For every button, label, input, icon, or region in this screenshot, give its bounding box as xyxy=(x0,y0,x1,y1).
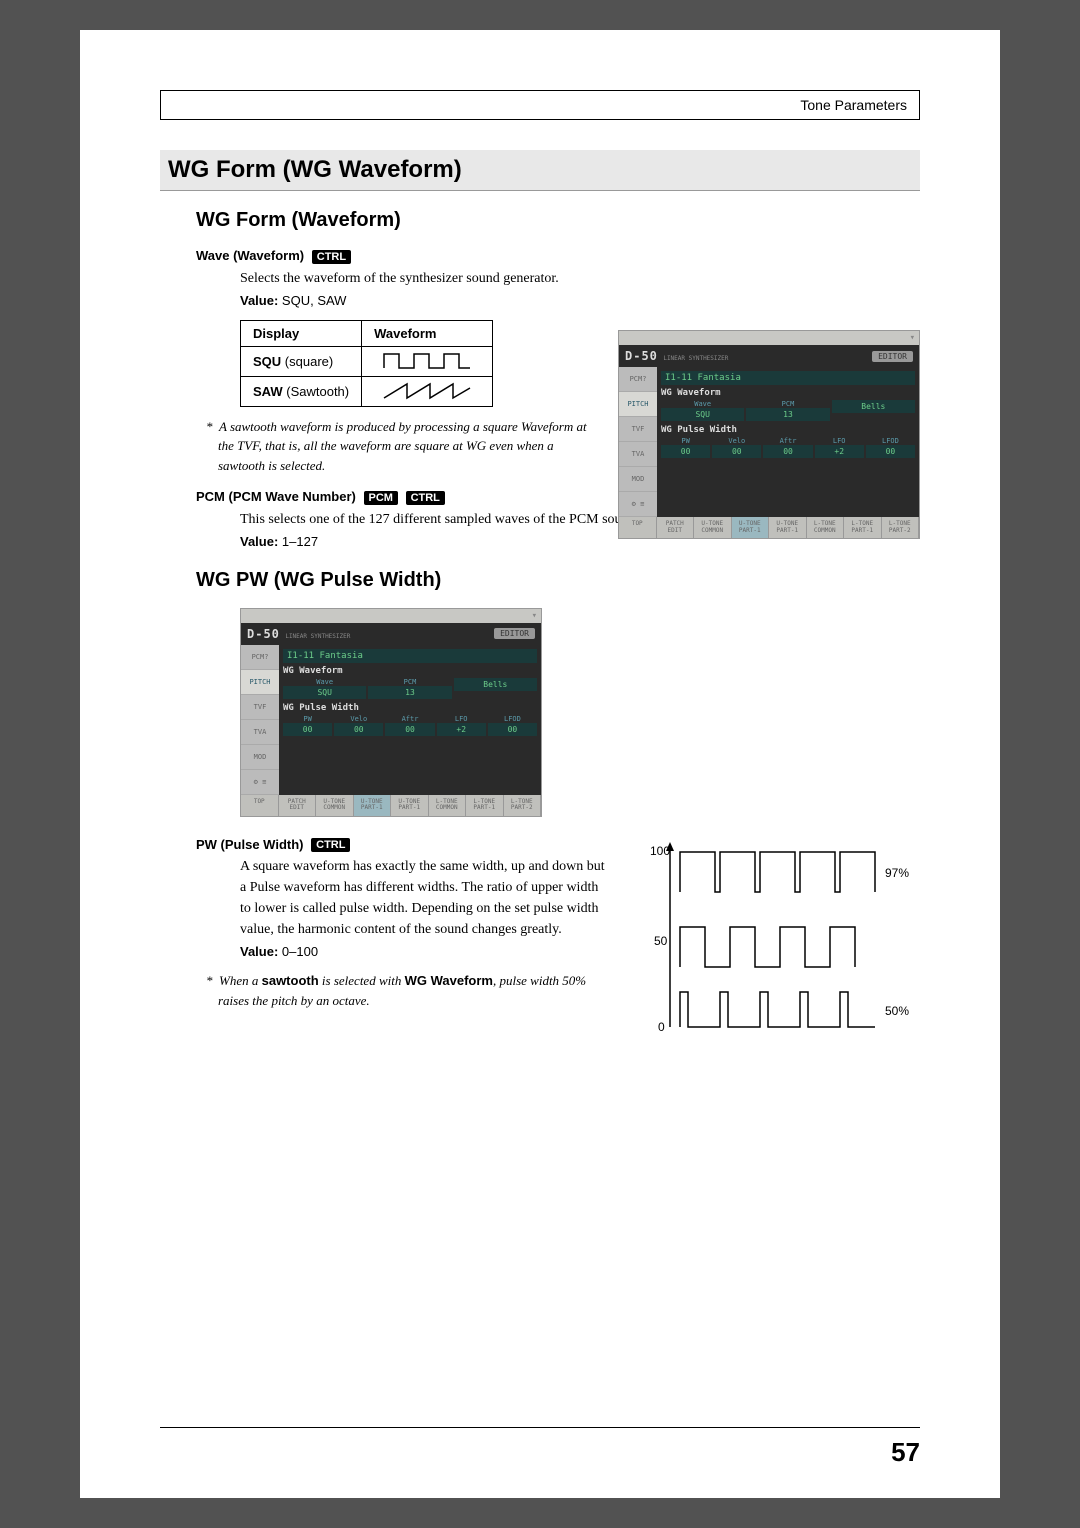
side-tab[interactable]: MOD xyxy=(619,467,657,492)
synth-header: D-50 LINEAR SYNTHESIZER EDITOR xyxy=(241,623,541,645)
pw-desc: A square waveform has exactly the same w… xyxy=(240,856,610,940)
d50-logo: D-50 xyxy=(625,349,658,363)
caret-icon: ▾ xyxy=(910,333,915,343)
synth-content: I1-11 Fantasia WG Waveform WaveSQU PCM13… xyxy=(279,645,541,795)
square-wave-icon xyxy=(362,346,493,376)
synth-screenshot-2: ▾ D-50 LINEAR SYNTHESIZER EDITOR PCM? PI… xyxy=(240,608,542,817)
side-tab[interactable]: TVF xyxy=(619,417,657,442)
subsection-wg-pw: WG PW (WG Pulse Width) xyxy=(196,569,920,592)
btab[interactable]: L-TONE PART-1 xyxy=(466,795,504,816)
col-waveform: Waveform xyxy=(362,320,493,346)
synth-side-tabs: PCM? PITCH TVF TVA MOD ⚙ ≡ xyxy=(619,367,657,517)
bottom-tabs: TOP PATCH EDIT U-TONE COMMON U-TONE PART… xyxy=(619,517,919,538)
bottom-tabs: TOP PATCH EDIT U-TONE COMMON U-TONE PART… xyxy=(241,795,541,816)
side-tab[interactable]: TVA xyxy=(619,442,657,467)
editor-button[interactable]: EDITOR xyxy=(494,628,535,639)
synth-header: D-50 LINEAR SYNTHESIZER EDITOR xyxy=(619,345,919,367)
side-tab[interactable]: MOD xyxy=(241,745,279,770)
label-50: 50% xyxy=(885,1004,909,1018)
col-display: Display xyxy=(241,320,362,346)
pulse-width-diagram: 100 50 0 97% 50% xyxy=(640,837,920,1042)
patch-name: I1-11 Fantasia xyxy=(661,371,915,385)
pw-param-label: PW (Pulse Width) CTRL xyxy=(196,837,610,853)
btab[interactable]: L-TONE PART-1 xyxy=(844,517,882,538)
y-label-100: 100 xyxy=(650,844,670,858)
side-tab[interactable]: PITCH xyxy=(241,670,279,695)
ctrl-badge: CTRL xyxy=(406,491,445,505)
ctrl-badge: CTRL xyxy=(311,838,350,852)
btab[interactable]: PATCH EDIT xyxy=(279,795,317,816)
page-number: 57 xyxy=(891,1437,920,1468)
btab[interactable]: TOP xyxy=(619,517,657,538)
btab[interactable]: TOP xyxy=(241,795,279,816)
synth-content: I1-11 Fantasia WG Waveform WaveSQU PCM13… xyxy=(657,367,919,517)
y-label-0: 0 xyxy=(658,1020,665,1034)
side-tab-gear[interactable]: ⚙ ≡ xyxy=(619,492,657,517)
btab[interactable]: U-TONE COMMON xyxy=(694,517,732,538)
btab[interactable]: L-TONE PART-2 xyxy=(504,795,542,816)
btab[interactable]: PATCH EDIT xyxy=(657,517,695,538)
pw-header: WG Pulse Width xyxy=(283,703,537,713)
btab[interactable]: U-TONE PART-1 xyxy=(732,517,770,538)
y-label-50: 50 xyxy=(654,934,668,948)
page-rule xyxy=(160,1427,920,1428)
caret-icon: ▾ xyxy=(532,611,537,621)
btab[interactable]: L-TONE COMMON xyxy=(429,795,467,816)
wave-desc: Selects the waveform of the synthesizer … xyxy=(240,268,920,289)
btab[interactable]: U-TONE PART-1 xyxy=(391,795,429,816)
wave-value: Value: SQU, SAW xyxy=(240,293,920,308)
side-tab-gear[interactable]: ⚙ ≡ xyxy=(241,770,279,795)
pw-value: Value: 0–100 xyxy=(240,944,610,959)
table-row: SAW (Sawtooth) xyxy=(241,376,362,406)
wf-header: WG Waveform xyxy=(661,388,915,398)
subsection-wg-form: WG Form (Waveform) xyxy=(196,209,920,232)
btab[interactable]: L-TONE COMMON xyxy=(807,517,845,538)
header-title: Tone Parameters xyxy=(800,97,907,113)
wf-header: WG Waveform xyxy=(283,666,537,676)
synth-screenshot-1: ▾ D-50 LINEAR SYNTHESIZER EDITOR PCM? PI… xyxy=(618,330,920,539)
btab[interactable]: U-TONE PART-1 xyxy=(354,795,392,816)
label-97: 97% xyxy=(885,866,909,880)
pw-note: * When a sawtooth is selected with WG Wa… xyxy=(218,971,610,1010)
wave-param-label: Wave (Waveform) CTRL xyxy=(196,248,920,264)
section-title: WG Form (WG Waveform) xyxy=(160,150,920,191)
btab[interactable]: L-TONE PART-2 xyxy=(882,517,920,538)
side-tab[interactable]: PITCH xyxy=(619,392,657,417)
side-tab[interactable]: PCM? xyxy=(619,367,657,392)
logo-subtitle: LINEAR SYNTHESIZER xyxy=(285,633,350,640)
pcm-badge: PCM xyxy=(364,491,398,505)
waveform-table: Display Waveform SQU (square) SAW (Sawto… xyxy=(240,320,493,407)
sawtooth-wave-icon xyxy=(362,376,493,406)
side-tab[interactable]: TVA xyxy=(241,720,279,745)
btab[interactable]: U-TONE PART-1 xyxy=(769,517,807,538)
page-header-box: Tone Parameters xyxy=(160,90,920,120)
synth-side-tabs: PCM? PITCH TVF TVA MOD ⚙ ≡ xyxy=(241,645,279,795)
btab[interactable]: U-TONE COMMON xyxy=(316,795,354,816)
ctrl-badge: CTRL xyxy=(312,250,351,264)
page: Tone Parameters WG Form (WG Waveform) WG… xyxy=(80,30,1000,1498)
table-row: SQU (square) xyxy=(241,346,362,376)
editor-button[interactable]: EDITOR xyxy=(872,351,913,362)
logo-subtitle: LINEAR SYNTHESIZER xyxy=(663,355,728,362)
side-tab[interactable]: TVF xyxy=(241,695,279,720)
side-tab[interactable]: PCM? xyxy=(241,645,279,670)
d50-logo: D-50 xyxy=(247,627,280,641)
pw-header: WG Pulse Width xyxy=(661,425,915,435)
patch-name: I1-11 Fantasia xyxy=(283,649,537,663)
